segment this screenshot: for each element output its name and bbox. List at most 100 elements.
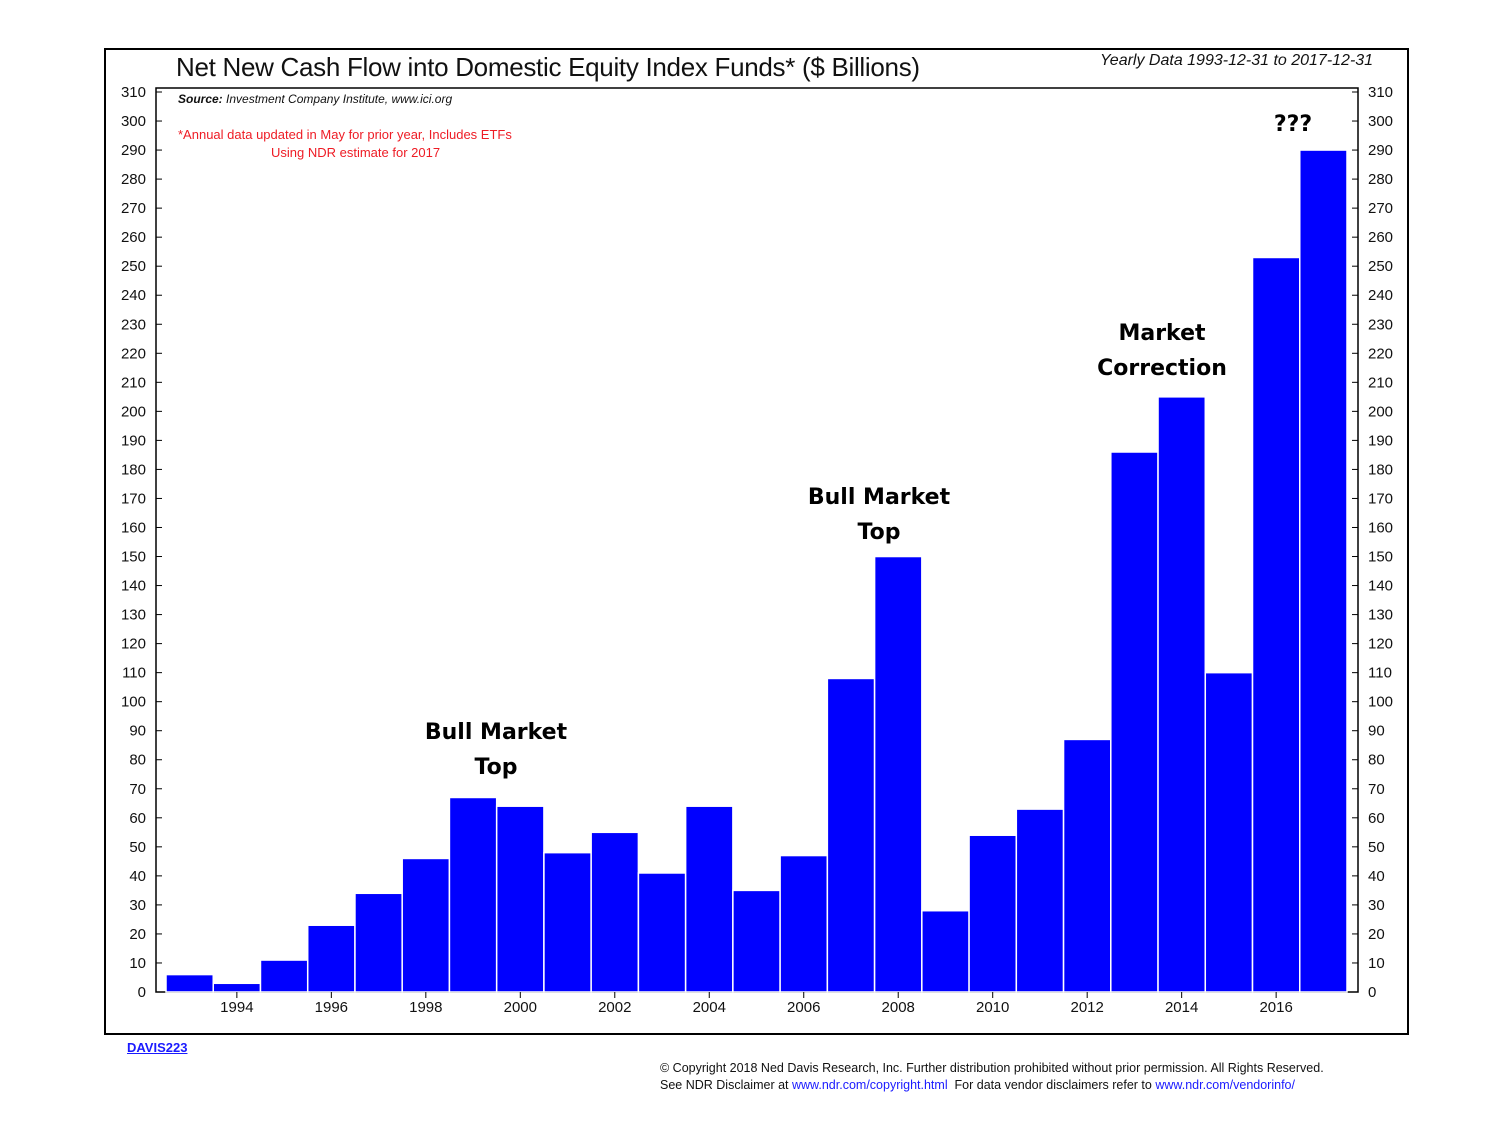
vendor-info-link[interactable]: www.ndr.com/vendorinfo/ (1155, 1078, 1295, 1092)
copyright-line-2: See NDR Disclaimer at www.ndr.com/copyri… (660, 1077, 1324, 1094)
y-tick-label-right: 70 (1368, 781, 1385, 798)
y-tick-label-left: 0 (138, 984, 146, 1001)
bar-2004 (684, 805, 734, 993)
y-tick-label-left: 110 (122, 665, 146, 682)
y-tick-label-right: 40 (1368, 868, 1385, 885)
y-tick-label-right: 210 (1368, 374, 1393, 391)
bar-1996 (306, 924, 356, 993)
y-tick-label-right: 80 (1368, 752, 1385, 769)
bar-2000 (495, 805, 545, 993)
y-tick-label-right: 120 (1368, 636, 1393, 653)
annotation-2008: Top (858, 520, 901, 545)
x-tick-label: 2004 (693, 999, 726, 1016)
y-tick-label-right: 310 (1368, 84, 1393, 101)
y-tick-label-left: 230 (121, 316, 146, 333)
y-tick-label-right: 170 (1368, 490, 1393, 507)
bar-2013 (1110, 451, 1159, 993)
y-tick-label-right: 0 (1368, 984, 1376, 1001)
y-tick-label-left: 200 (121, 403, 146, 420)
x-tick-label: 2000 (504, 999, 537, 1016)
y-tick-label-right: 200 (1368, 403, 1393, 420)
y-tick-label-left: 310 (121, 84, 146, 101)
vendor-text: For data vendor disclaimers refer to (947, 1078, 1156, 1092)
bar-1993 (165, 973, 214, 993)
source-text: Investment Company Institute, www.ici.or… (226, 92, 453, 106)
x-tick-label: 2014 (1165, 999, 1198, 1016)
y-tick-label-right: 230 (1368, 316, 1393, 333)
note-line-1: *Annual data updated in May for prior ye… (178, 127, 512, 142)
y-tick-label-right: 260 (1368, 229, 1393, 246)
annotation-2014: Correction (1097, 356, 1227, 381)
x-tick-label: 1994 (220, 999, 253, 1016)
y-tick-label-left: 60 (129, 810, 146, 827)
bar-2007 (826, 677, 876, 993)
chart-id-link[interactable]: DAVIS223 (127, 1040, 188, 1055)
bar-2017 (1299, 149, 1348, 993)
x-tick-label: 2016 (1259, 999, 1292, 1016)
bar-1997 (354, 892, 403, 993)
x-tick-label: 2012 (1070, 999, 1103, 1016)
y-tick-label-left: 190 (121, 432, 146, 449)
y-tick-label-left: 120 (121, 636, 146, 653)
y-tick-label-left: 160 (121, 519, 146, 536)
y-tick-label-left: 170 (121, 490, 146, 507)
date-range: Yearly Data 1993-12-31 to 2017-12-31 (1100, 52, 1374, 69)
y-tick-label-left: 150 (121, 549, 146, 566)
y-tick-label-right: 190 (1368, 432, 1393, 449)
y-tick-label-right: 30 (1368, 897, 1385, 914)
y-tick-label-left: 270 (121, 200, 146, 217)
y-tick-label-left: 210 (121, 374, 146, 391)
y-tick-label-left: 250 (121, 258, 146, 275)
y-tick-label-right: 180 (1368, 461, 1393, 478)
y-tick-label-left: 280 (121, 171, 146, 188)
y-tick-label-left: 100 (121, 694, 146, 711)
disclaimer-text: See NDR Disclaimer at (660, 1078, 792, 1092)
y-tick-label-right: 20 (1368, 926, 1385, 943)
y-tick-label-right: 290 (1368, 142, 1393, 159)
chart-title: Net New Cash Flow into Domestic Equity I… (176, 52, 920, 82)
y-tick-label-left: 50 (129, 839, 146, 856)
y-tick-label-left: 180 (121, 461, 146, 478)
x-tick-label: 2008 (882, 999, 915, 1016)
bar-1998 (401, 857, 451, 993)
y-tick-label-left: 80 (129, 752, 146, 769)
y-tick-label-right: 250 (1368, 258, 1393, 275)
bar-2001 (543, 851, 592, 993)
copyright-link[interactable]: www.ndr.com/copyright.html (791, 1078, 948, 1092)
annotation-2014: Market (1118, 321, 1206, 346)
y-tick-label-right: 300 (1368, 113, 1393, 130)
annotation-2008: Bull Market (808, 485, 951, 510)
y-tick-label-left: 40 (129, 868, 146, 885)
bar-2006 (779, 854, 829, 993)
x-tick-label: 2006 (787, 999, 820, 1016)
y-tick-label-right: 220 (1368, 345, 1393, 362)
x-tick-label: 1998 (409, 999, 442, 1016)
y-tick-label-left: 20 (129, 926, 146, 943)
bar-2010 (968, 834, 1018, 993)
bar-2015 (1204, 671, 1254, 993)
bar-2011 (1015, 808, 1065, 993)
y-tick-label-right: 60 (1368, 810, 1385, 827)
bar-2005 (732, 889, 781, 993)
y-tick-label-left: 10 (129, 955, 146, 972)
bar-1995 (259, 959, 309, 993)
bar-2002 (590, 831, 640, 993)
annotation-2017: ??? (1274, 112, 1312, 137)
y-tick-label-right: 50 (1368, 839, 1385, 856)
y-tick-label-right: 150 (1368, 549, 1393, 566)
x-tick-label: 2010 (976, 999, 1009, 1016)
y-tick-label-left: 140 (121, 578, 146, 595)
y-tick-label-left: 290 (121, 142, 146, 159)
note-line-2: Using NDR estimate for 2017 (271, 145, 441, 160)
bar-2008 (873, 555, 923, 993)
source-line: Source: Investment Company Institute, ww… (178, 92, 452, 106)
copyright-line-1: © Copyright 2018 Ned Davis Research, Inc… (660, 1061, 1324, 1075)
annotation-1999: Top (475, 755, 518, 780)
y-tick-label-right: 160 (1368, 519, 1393, 536)
y-tick-label-right: 90 (1368, 723, 1385, 740)
source-label: Source: (178, 92, 223, 106)
y-tick-label-right: 270 (1368, 200, 1393, 217)
y-tick-label-right: 280 (1368, 171, 1393, 188)
bar-2003 (637, 872, 687, 993)
